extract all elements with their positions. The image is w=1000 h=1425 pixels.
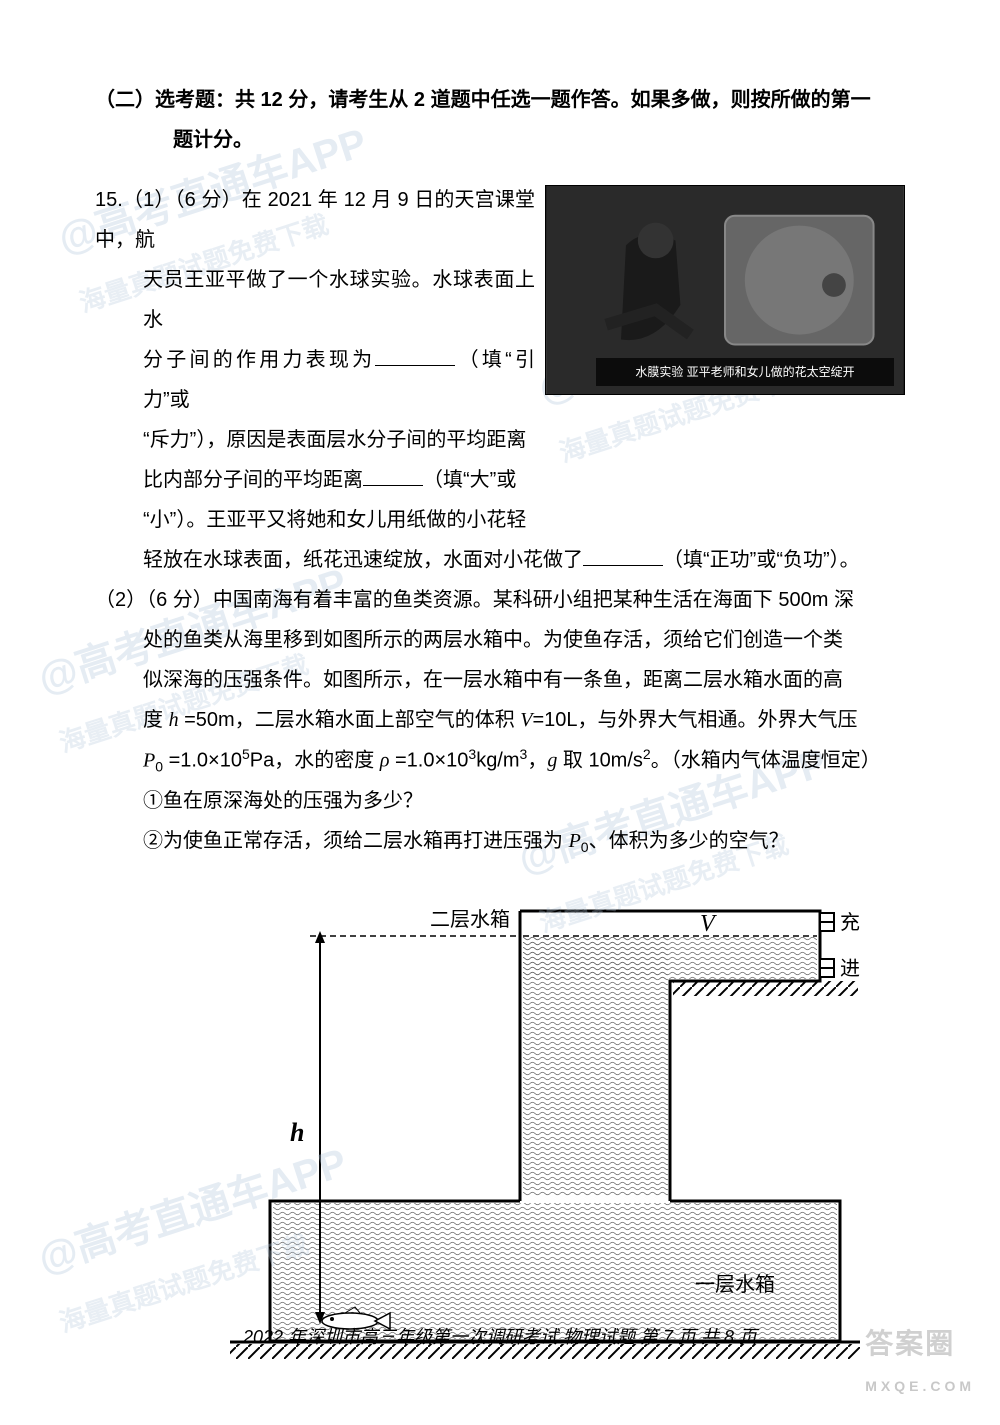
q15-p1-last-a: 轻放在水球表面，纸花迅速绽放，水面对小花做了 xyxy=(143,549,583,571)
q15-p2-sub2b: 、体积为多少的空气？ xyxy=(589,830,789,852)
label-h: h xyxy=(290,1118,304,1147)
q15-p1-text5b: （填“大”或 xyxy=(423,469,516,491)
page-footer: 2022 年深圳市高三年级第一次调研考试 物理试题 第 7 页 共 8 页 xyxy=(0,1319,1000,1355)
q15-p2-l5g: 取 10m/s xyxy=(557,750,643,772)
q15-p2-sub2a: ②为使鱼正常存活，须给二层水箱再打进压强为 xyxy=(143,830,569,852)
q15-p2-sub1: ①鱼在原深海处的压强为多少？ xyxy=(143,790,423,812)
var-v: V xyxy=(520,709,532,731)
watermark-br-line1: 答案圈 xyxy=(865,1316,975,1372)
label-inflate: 充气口 xyxy=(840,911,860,934)
q15-part1: 水膜实验 亚平老师和女儿做的花太空绽开 15.（1）（6 分）在 2021 年 … xyxy=(95,180,905,580)
var-p0: P xyxy=(143,750,155,772)
var-rho: ρ xyxy=(380,750,390,772)
footer-text: 2022 年深圳市高三年级第一次调研考试 物理试题 第 7 页 共 8 页 xyxy=(243,1327,757,1347)
watermark-br-line2: MXQE.COM xyxy=(865,1372,975,1400)
q15-p2-l5e: kg/m xyxy=(476,750,519,772)
var-p0-2: P xyxy=(569,830,581,852)
label-V: V xyxy=(700,911,717,937)
tank-diagram: V 充气口 进水口 二层水箱 一层水箱 xyxy=(140,891,860,1391)
q15-p1-text6: “小”）。王亚平又将她和女儿用纸做的小花轻 xyxy=(143,509,526,531)
q15-p1-text4a: “斥力”），原因是表面层水分子间的平均距离 xyxy=(143,429,526,451)
q15-p2-l1: 中国南海有着丰富的鱼类资源。某科研小组把某种生活在海面下 500m 深 xyxy=(213,589,854,611)
q15-p2-l4b: =50m，二层水箱水面上部空气的体积 xyxy=(179,709,521,731)
q15-part1-number: 15.（1）（6 分） xyxy=(95,189,242,211)
var-h: h xyxy=(169,709,179,731)
q15-part1-image: 水膜实验 亚平老师和女儿做的花太空绽开 xyxy=(545,185,905,395)
question-15: 水膜实验 亚平老师和女儿做的花太空绽开 15.（1）（6 分）在 2021 年 … xyxy=(95,180,905,861)
q15-p2-l4a: 度 xyxy=(143,709,169,731)
section-header: （二）选考题：共 12 分，请考生从 2 道题中任选一题作答。如果多做，则按所做… xyxy=(95,80,905,160)
q15-image-caption: 水膜实验 亚平老师和女儿做的花太空绽开 xyxy=(596,358,894,386)
q15-p2-l5c: Pa，水的密度 xyxy=(250,750,380,772)
q15-part2: （2）（6 分）中国南海有着丰富的鱼类资源。某科研小组把某种生活在海面下 500… xyxy=(95,580,905,861)
q15-part2-number: （2）（6 分） xyxy=(95,589,213,611)
label-bottom-tank: 一层水箱 xyxy=(695,1273,775,1296)
q15-p1-text5a: 比内部分子间的平均距离 xyxy=(143,469,363,491)
label-top-tank: 二层水箱 xyxy=(430,908,510,931)
q15-p1-last-b: （填“正功”或“负功”）。 xyxy=(663,549,860,571)
diagram-container: V 充气口 进水口 二层水箱 一层水箱 xyxy=(95,891,905,1391)
q15-p2-l4c: =10L，与外界大气相通。外界大气压 xyxy=(532,709,857,731)
blank-1 xyxy=(375,342,455,366)
blank-3 xyxy=(583,542,663,566)
q15-p2-l5h: 。（水箱内气体温度恒定） xyxy=(651,750,881,772)
var-g: g xyxy=(547,750,557,772)
q15-p2-l2: 处的鱼类从海里移到如图所示的两层水箱中。为使鱼存活，须给它们创造一个类 xyxy=(143,629,843,651)
q15-p1-text2: 天员王亚平做了一个水球实验。水球表面上水 xyxy=(143,269,535,331)
section-header-line2: 题计分。 xyxy=(95,120,253,160)
q15-p2-l5f: ， xyxy=(527,750,547,772)
q15-p1-text3a: 分子间的作用力表现为 xyxy=(143,349,375,371)
q15-p2-l3: 似深海的压强条件。如图所示，在一层水箱中有一条鱼，距离二层水箱水面的高 xyxy=(143,669,843,691)
q15-p2-l5b: =1.0×10 xyxy=(163,750,242,772)
label-water-in: 进水口 xyxy=(840,957,860,980)
section-header-line1: （二）选考题：共 12 分，请考生从 2 道题中任选一题作答。如果多做，则按所做… xyxy=(95,80,905,120)
watermark-br: 答案圈 MXQE.COM xyxy=(865,1316,975,1400)
blank-2 xyxy=(363,462,423,486)
q15-p2-l5d: =1.0×10 xyxy=(389,750,468,772)
